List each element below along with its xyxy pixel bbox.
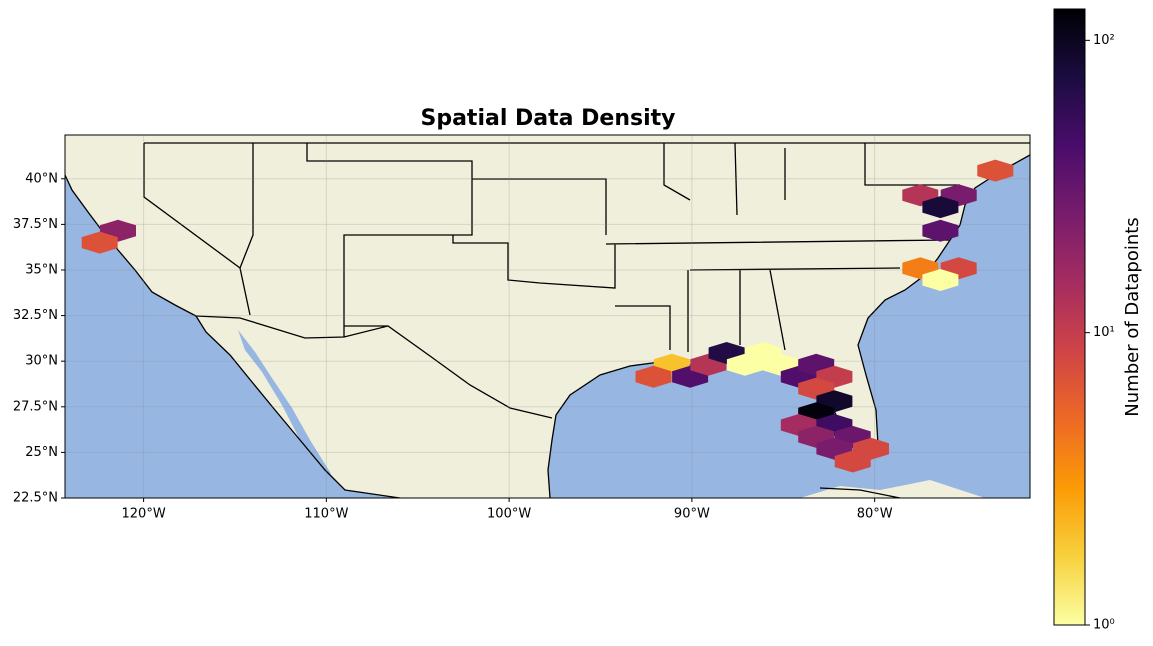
map bbox=[65, 135, 1030, 498]
hex-cell bbox=[977, 159, 1014, 182]
hex-cell bbox=[922, 269, 959, 291]
gulf-and-atlantic bbox=[548, 155, 1030, 498]
hex-cell bbox=[834, 450, 871, 473]
colorbar bbox=[1053, 8, 1086, 626]
y-tick-label: 30°N bbox=[25, 354, 58, 369]
hex-cell bbox=[635, 365, 672, 388]
x-tick-label: 100°W bbox=[487, 507, 531, 522]
y-tick-label: 22.5°N bbox=[13, 491, 58, 506]
chart-title: Spatial Data Density bbox=[420, 106, 675, 131]
hex-cells bbox=[81, 159, 1014, 473]
colorbar-label: Number of Datapoints bbox=[1122, 217, 1143, 416]
y-tick-label: 35°N bbox=[25, 262, 58, 277]
pacific-ocean bbox=[65, 175, 400, 498]
grid bbox=[65, 135, 1030, 498]
y-tick-label: 37.5°N bbox=[13, 217, 58, 232]
y-tick-label: 27.5°N bbox=[13, 399, 58, 414]
colorbar-tick-label: 10² bbox=[1093, 33, 1115, 48]
x-tick-label: 120°W bbox=[122, 507, 166, 522]
y-tick-label: 25°N bbox=[25, 445, 58, 460]
state-borders bbox=[143, 142, 1030, 419]
colorbar-tick-label: 10¹ bbox=[1093, 325, 1115, 340]
gulf-of-california bbox=[238, 330, 336, 488]
x-tick-label: 80°W bbox=[857, 507, 893, 522]
hex-cell bbox=[922, 196, 959, 219]
y-tick-label: 40°N bbox=[25, 171, 58, 186]
y-tick-label: 32.5°N bbox=[13, 308, 58, 323]
hex-cell bbox=[922, 219, 959, 242]
axes: 120°W 110°W 100°W 90°W 80°W 22.5°N 25°N 27.5°N 3… bbox=[13, 171, 893, 521]
hex-cell bbox=[81, 231, 118, 254]
plot-frame bbox=[64, 134, 1031, 499]
x-tick-label: 110°W bbox=[304, 507, 348, 522]
ocean bbox=[65, 155, 1030, 498]
colorbar-tick-label: 10⁰ bbox=[1093, 618, 1115, 633]
x-tick-label: 90°W bbox=[674, 507, 710, 522]
